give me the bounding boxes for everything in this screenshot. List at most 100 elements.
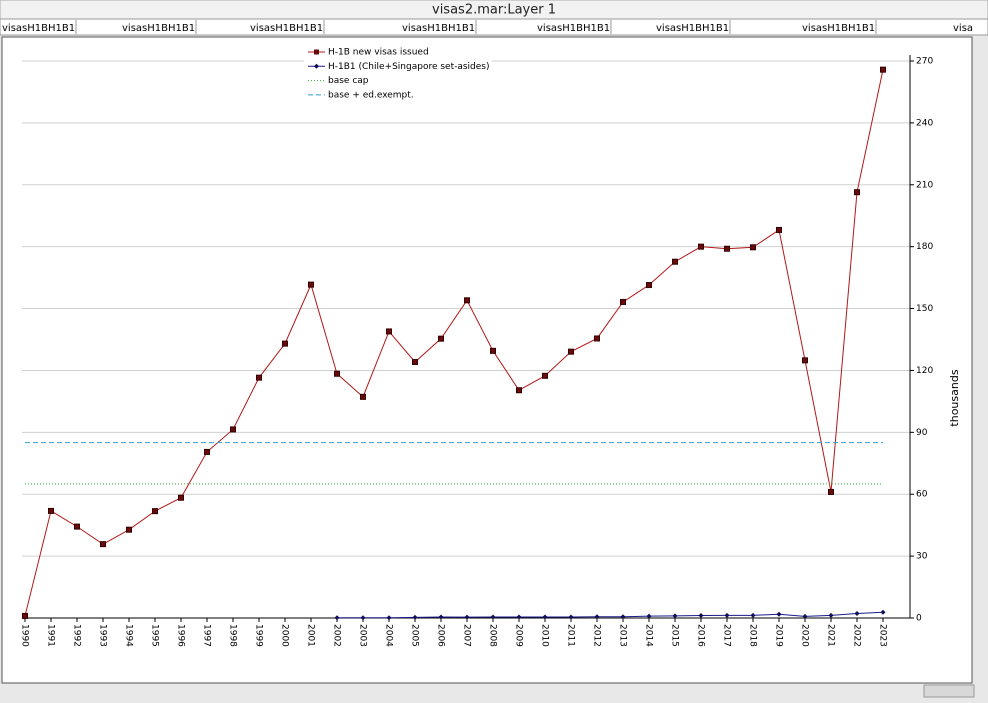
marker [542,372,548,379]
marker [334,615,340,621]
marker [490,614,496,620]
marker [776,611,782,617]
y-tick-label: 120 [916,366,933,376]
tab-label[interactable]: visa [953,23,973,34]
marker [854,610,860,616]
marker [360,615,366,621]
x-tick-label: 2003 [358,624,368,647]
marker [386,615,392,621]
y-tick-label: 90 [916,428,928,438]
marker [438,335,444,342]
legend-label: H-1B new visas issued [328,48,429,58]
tab-label[interactable]: visasH1BH1B1 [802,23,875,34]
marker [490,347,496,354]
marker [230,426,236,433]
marker [256,374,262,381]
marker [22,612,28,619]
marker [880,66,886,73]
x-tick-label: 1998 [228,624,238,647]
marker [464,297,470,304]
x-tick-label: 1994 [124,624,134,647]
y-axis-label: thousands [948,369,961,426]
y-tick-label: 210 [916,180,933,190]
x-tick-label: 2017 [722,624,732,647]
legend-label: base cap [328,76,369,86]
legend-label: base + ed.exempt. [328,90,414,100]
marker [516,387,522,394]
window-title: visas2.mar:Layer 1 [432,3,556,18]
tab-label[interactable]: visasH1BH1B1 [537,23,610,34]
marker [542,614,548,620]
marker [854,189,860,196]
marker [152,508,158,515]
x-tick-label: 2005 [410,624,420,647]
marker [802,613,808,619]
y-tick-label: 30 [916,552,928,562]
marker [776,226,782,233]
x-tick-label: 2020 [800,624,810,647]
x-tick-label: 1999 [254,624,264,647]
marker [724,245,730,252]
x-tick-label: 2000 [280,624,290,647]
marker [74,523,80,530]
legend-marker [314,63,319,69]
y-tick-label: 180 [916,242,933,252]
marker [646,282,652,289]
x-tick-label: 2013 [618,624,628,647]
marker [568,348,574,355]
legend-marker [314,49,319,55]
x-tick-label: 2016 [696,624,706,647]
marker [126,526,132,533]
tab-label[interactable]: visasH1BH1B1 [2,23,75,34]
x-tick-label: 2014 [644,624,654,647]
marker [646,613,652,619]
series-line [24,69,884,617]
legend-bg [304,44,492,102]
marker [464,614,470,620]
x-tick-label: 2022 [852,624,862,647]
marker [672,613,678,619]
scroll-control[interactable] [923,684,975,698]
marker [750,244,756,251]
tab-label[interactable]: visasH1BH1B1 [122,23,195,34]
x-tick-label: 2019 [774,624,784,647]
marker [620,614,626,620]
marker [334,370,340,377]
marker [698,613,704,619]
tab-label[interactable]: visasH1BH1B1 [656,23,729,34]
x-tick-label: 1991 [46,624,56,647]
x-tick-label: 1992 [72,624,82,647]
tab-label[interactable]: visasH1BH1B1 [250,23,323,34]
marker [750,612,756,618]
x-tick-label: 1995 [150,624,160,647]
x-tick-label: 2009 [514,624,524,647]
marker [412,358,418,365]
marker [594,335,600,342]
y-tick-label: 240 [916,118,933,128]
marker [100,541,106,548]
marker [386,328,392,335]
series-line [337,611,884,619]
y-tick-label: 60 [916,490,928,500]
x-tick-label: 2012 [592,624,602,647]
y-tick-label: 0 [916,614,922,624]
x-tick-label: 2001 [306,624,316,647]
legend-label: H-1B1 (Chile+Singapore set-asides) [328,62,490,72]
marker [724,612,730,618]
x-tick-label: 2023 [878,624,888,647]
marker [308,281,314,288]
x-tick-label: 2021 [826,624,836,647]
y-tick-label: 270 [916,57,933,67]
chart-area [1,36,973,684]
marker [672,258,678,265]
marker [282,340,288,347]
tab-label[interactable]: visasH1BH1B1 [402,23,475,34]
chart: 0 30 60 90 120 150 180 210 240 270 thousands 1990 19… [20,44,961,647]
x-tick-label: 1990 [20,624,30,647]
marker [828,488,834,495]
x-tick-label: 2011 [566,624,576,647]
x-tick-label: 2006 [436,624,446,647]
x-tick-label: 2015 [670,624,680,647]
